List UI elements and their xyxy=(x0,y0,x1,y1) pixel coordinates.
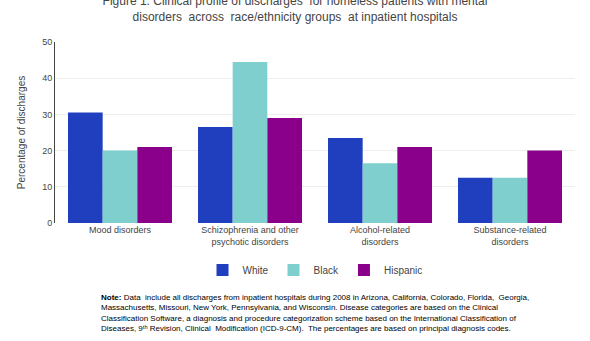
svg-text:White: White xyxy=(243,265,269,276)
svg-text:40: 40 xyxy=(42,73,52,83)
svg-text:0: 0 xyxy=(47,218,52,228)
svg-text:Note: Data include all discha: Note: Data include all discharges from i… xyxy=(101,293,529,333)
svg-text:Black: Black xyxy=(314,265,339,276)
svg-text:10: 10 xyxy=(42,182,52,192)
svg-text:Hispanic: Hispanic xyxy=(384,265,422,276)
svg-text:30: 30 xyxy=(42,110,52,120)
svg-text:Percentage of discharges: Percentage of discharges xyxy=(16,76,27,189)
svg-text:Mood disorders: Mood disorders xyxy=(89,225,152,235)
svg-text:Schizophrenia and otherpsychot: Schizophrenia and otherpsychotic disorde… xyxy=(201,225,299,247)
svg-text:Figure 1. Clinical profile of: Figure 1. Clinical profile of discharges… xyxy=(103,0,488,24)
svg-text:Alcohol-relateddisorders: Alcohol-relateddisorders xyxy=(350,225,410,247)
svg-text:50: 50 xyxy=(42,37,52,47)
svg-text:20: 20 xyxy=(42,146,52,156)
svg-text:Substance-relateddisorders: Substance-relateddisorders xyxy=(473,225,546,247)
